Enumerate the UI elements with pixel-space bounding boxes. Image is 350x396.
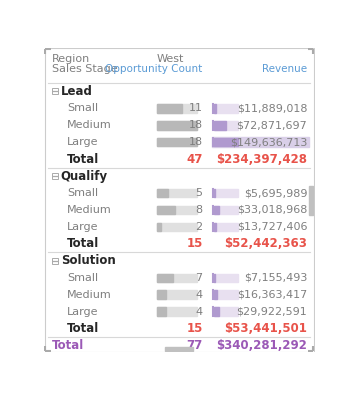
Bar <box>214 138 238 147</box>
Text: $72,871,697: $72,871,697 <box>237 120 307 130</box>
Text: 18: 18 <box>189 137 203 147</box>
Bar <box>214 223 238 231</box>
Bar <box>157 206 175 214</box>
Bar <box>214 189 238 197</box>
Bar <box>157 307 197 316</box>
Text: Opportunity Count: Opportunity Count <box>105 64 203 74</box>
Bar <box>157 274 173 282</box>
Bar <box>214 274 215 282</box>
Text: 15: 15 <box>186 322 203 335</box>
Text: 5: 5 <box>196 188 203 198</box>
Text: Total: Total <box>67 237 99 250</box>
Text: $29,922,591: $29,922,591 <box>237 307 307 317</box>
Bar <box>157 223 197 231</box>
Bar <box>214 104 238 112</box>
Bar <box>52 258 58 264</box>
Bar <box>214 189 215 197</box>
Text: $234,397,428: $234,397,428 <box>216 153 307 166</box>
Bar <box>214 290 238 299</box>
Text: $7,155,493: $7,155,493 <box>244 273 307 283</box>
Bar <box>214 307 219 316</box>
Text: $53,441,501: $53,441,501 <box>224 322 307 335</box>
Text: Medium: Medium <box>67 205 112 215</box>
Text: 47: 47 <box>186 153 203 166</box>
Bar <box>214 290 217 299</box>
Text: 11: 11 <box>189 103 203 113</box>
Text: $13,727,406: $13,727,406 <box>237 222 307 232</box>
Text: Total: Total <box>67 322 99 335</box>
Text: Small: Small <box>67 273 98 283</box>
Bar <box>214 104 216 112</box>
Text: 7: 7 <box>196 273 203 283</box>
Text: Qualify: Qualify <box>61 169 108 183</box>
Text: Large: Large <box>67 222 98 232</box>
Bar <box>214 206 238 214</box>
Text: West: West <box>157 54 184 64</box>
Bar <box>157 104 197 112</box>
Bar <box>214 121 238 129</box>
Bar <box>157 121 197 129</box>
Text: Region: Region <box>51 54 90 64</box>
Bar <box>157 206 197 214</box>
Text: Large: Large <box>67 137 98 147</box>
Text: Sales Stage: Sales Stage <box>51 64 117 74</box>
Text: Lead: Lead <box>61 85 93 98</box>
Text: $149,636,713: $149,636,713 <box>230 137 307 147</box>
Bar <box>214 138 238 147</box>
Text: Medium: Medium <box>67 290 112 300</box>
Bar <box>214 206 219 214</box>
Bar <box>214 121 225 129</box>
Text: 8: 8 <box>196 205 203 215</box>
Bar <box>52 88 58 95</box>
Bar <box>157 138 197 147</box>
Bar <box>214 223 216 231</box>
Text: Total: Total <box>51 339 84 352</box>
Text: $33,018,968: $33,018,968 <box>237 205 307 215</box>
Bar <box>52 173 58 179</box>
Text: $16,363,417: $16,363,417 <box>237 290 307 300</box>
Bar <box>157 189 168 197</box>
Bar <box>309 186 313 215</box>
Bar <box>157 104 182 112</box>
Text: Small: Small <box>67 188 98 198</box>
Text: $52,442,363: $52,442,363 <box>224 237 307 250</box>
Bar <box>157 121 197 129</box>
Text: 77: 77 <box>186 339 203 352</box>
Bar <box>214 307 238 316</box>
Text: Solution: Solution <box>61 254 116 267</box>
Bar <box>157 189 197 197</box>
Text: $11,889,018: $11,889,018 <box>237 103 307 113</box>
Text: $5,695,989: $5,695,989 <box>244 188 307 198</box>
Text: 4: 4 <box>196 307 203 317</box>
Text: $340,281,292: $340,281,292 <box>216 339 307 352</box>
Text: Revenue: Revenue <box>262 64 307 74</box>
Text: Small: Small <box>67 103 98 113</box>
Bar <box>214 274 238 282</box>
Text: 18: 18 <box>189 120 203 130</box>
Bar <box>166 347 193 351</box>
Text: Large: Large <box>67 307 98 317</box>
Bar <box>157 223 161 231</box>
Bar <box>157 307 166 316</box>
Bar <box>157 138 197 147</box>
Text: 2: 2 <box>196 222 203 232</box>
Bar <box>157 290 197 299</box>
Text: 15: 15 <box>186 237 203 250</box>
Bar <box>212 137 309 147</box>
Bar <box>157 290 166 299</box>
Bar <box>157 274 197 282</box>
Text: Medium: Medium <box>67 120 112 130</box>
Text: 4: 4 <box>196 290 203 300</box>
Text: Total: Total <box>67 153 99 166</box>
